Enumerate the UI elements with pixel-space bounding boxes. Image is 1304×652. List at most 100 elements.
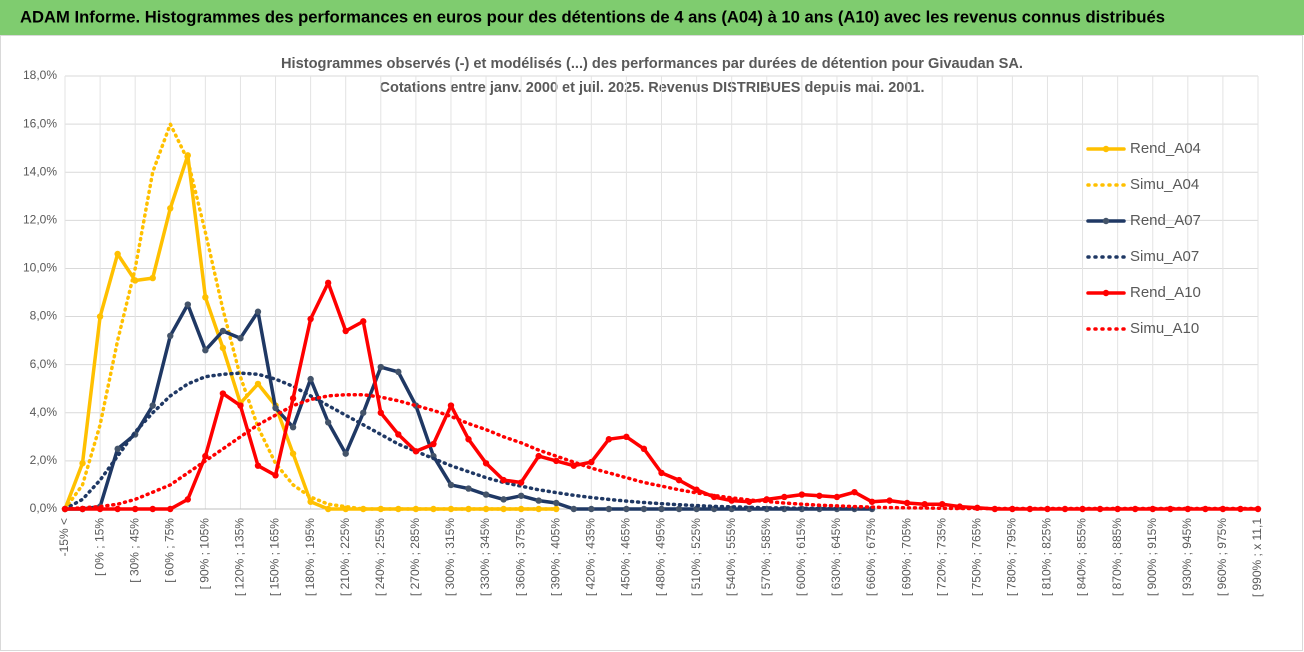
point-marker [149, 505, 156, 513]
point-marker [149, 274, 156, 282]
point-marker [939, 500, 946, 508]
point-marker [202, 347, 209, 354]
header-bar [0, 0, 1304, 35]
point-marker [289, 424, 297, 431]
chart-border [0, 35, 1303, 651]
x-tick-label: [ 420% ; 435% [583, 518, 597, 596]
point-marker [675, 476, 683, 484]
point-marker [114, 505, 121, 513]
x-tick-label: [ 240% ; 255% [373, 518, 387, 596]
x-tick-label: [ 870% ; 885% [1110, 518, 1124, 596]
point-marker [149, 402, 156, 409]
point-marker [482, 460, 490, 467]
x-tick-label: [ 960% ; 975% [1215, 518, 1229, 596]
point-marker [219, 390, 227, 397]
point-marker [202, 452, 209, 460]
point-marker [167, 505, 174, 513]
point-marker [114, 445, 121, 453]
x-tick-label: [ 480% ; 495% [654, 518, 668, 596]
x-tick-label: [ 150% ; 165% [268, 518, 282, 596]
point-marker [289, 450, 297, 457]
point-marker [658, 469, 665, 477]
point-marker [377, 505, 384, 513]
point-marker [395, 431, 402, 438]
point-marker [517, 479, 525, 486]
chart-title: Histogrammes observés (-) et modélisés (… [281, 55, 1023, 72]
x-tick-label: [ 120% ; 135% [233, 518, 247, 596]
legend-marker [1102, 217, 1110, 225]
legend-marker [1102, 289, 1110, 297]
x-tick-label: [ 840% ; 855% [1075, 518, 1089, 596]
point-marker [360, 409, 367, 416]
point-marker [640, 445, 648, 453]
point-marker [886, 497, 893, 504]
point-marker [430, 440, 437, 448]
point-marker [219, 327, 227, 335]
legend-label: Rend_A10 [1130, 284, 1201, 301]
x-tick-label: [ 780% ; 795% [1005, 518, 1019, 596]
point-marker [184, 496, 192, 503]
x-tick-label: [ 630% ; 645% [829, 518, 843, 596]
x-tick-label: [ 750% ; 765% [969, 518, 983, 596]
point-marker [798, 491, 806, 498]
point-marker [675, 505, 683, 513]
point-marker [570, 462, 577, 469]
x-tick-label: [ 690% ; 705% [899, 518, 913, 596]
point-marker [553, 457, 560, 465]
point-marker [377, 363, 384, 371]
point-marker [254, 462, 262, 469]
x-tick-label: [ 900% ; 915% [1145, 518, 1159, 596]
point-marker [131, 505, 139, 513]
point-marker [833, 493, 841, 501]
y-tick-label: 10,0% [23, 261, 57, 275]
x-tick-label: -15% < [57, 518, 71, 556]
y-tick-label: 8,0% [30, 309, 58, 323]
point-marker [114, 250, 121, 258]
point-marker [96, 313, 104, 320]
x-tick-label: [ 210% ; 225% [338, 518, 352, 596]
point-marker [237, 402, 244, 409]
point-marker [307, 498, 314, 505]
x-tick-label: [ 390% ; 405% [548, 518, 562, 596]
point-marker [167, 205, 174, 212]
point-marker [605, 505, 613, 513]
point-marker [412, 448, 420, 455]
point-marker [447, 402, 455, 409]
x-tick-label: [ 660% ; 675% [864, 518, 878, 596]
legend-label: Simu_A04 [1130, 176, 1199, 193]
x-tick-label: [ 810% ; 825% [1040, 518, 1054, 596]
x-tick-label: [ 510% ; 525% [689, 518, 703, 596]
point-marker [377, 409, 384, 416]
point-marker [237, 335, 244, 342]
y-tick-label: 18,0% [23, 68, 57, 82]
point-marker [324, 419, 332, 426]
header-title: ADAM Informe. Histogrammes des performan… [20, 7, 1165, 26]
point-marker [202, 294, 209, 301]
y-tick-label: 0,0% [30, 501, 58, 515]
point-marker [254, 380, 262, 388]
x-tick-label: [ 720% ; 735% [934, 518, 948, 596]
x-tick-label: [ 0% ; 15% [92, 518, 106, 576]
point-marker [605, 436, 613, 443]
point-marker [342, 450, 349, 457]
point-marker [500, 476, 507, 484]
point-marker [465, 436, 472, 443]
point-marker [289, 395, 297, 402]
y-tick-label: 2,0% [30, 453, 58, 467]
x-tick-label: [ 360% ; 375% [513, 518, 527, 596]
point-marker [324, 279, 332, 287]
point-marker [588, 458, 595, 466]
point-marker [781, 493, 788, 501]
legend-label: Rend_A04 [1130, 140, 1201, 157]
point-marker [324, 505, 332, 513]
x-tick-label: [ 270% ; 285% [408, 518, 422, 596]
series-line [63, 371, 874, 511]
point-marker [640, 505, 648, 513]
point-marker [816, 492, 823, 499]
point-marker [184, 301, 192, 308]
point-marker [868, 498, 876, 505]
x-tick-label: [ 450% ; 465% [619, 518, 633, 596]
series-line [63, 392, 1260, 511]
point-marker [342, 327, 349, 335]
